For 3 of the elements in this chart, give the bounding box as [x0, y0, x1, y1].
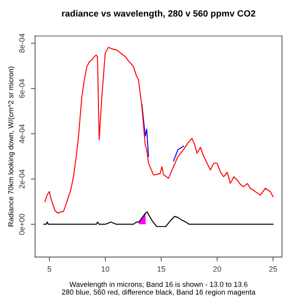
line-series: [43, 211, 274, 228]
chart-title: radiance vs wavelength, 280 v 560 ppmv CO2: [62, 10, 256, 18]
line-series: [44, 46, 274, 214]
